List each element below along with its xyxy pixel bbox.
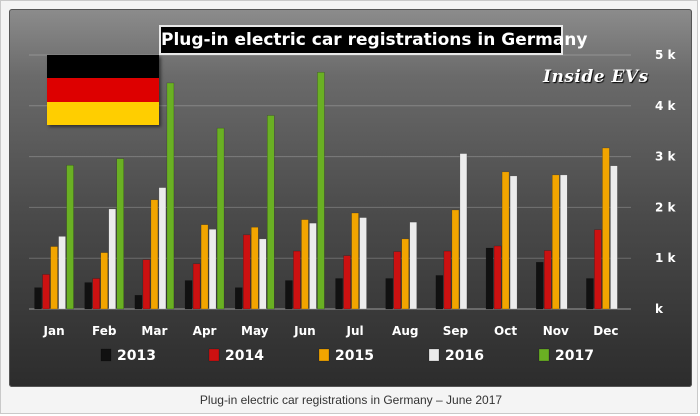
bar-2014-jun <box>293 250 301 310</box>
bar-2015-jan <box>50 246 58 310</box>
legend-swatch-2015 <box>318 348 330 362</box>
bar-2013-may <box>235 287 243 310</box>
y-tick-label: 2 k <box>655 200 677 214</box>
chart-plot: k 1 k 2 k 3 k 4 k 5 k Jan Feb Mar Apr May Jun Jul Aug… <box>29 48 677 364</box>
bar-2017-mar <box>166 82 175 310</box>
bar-2014-sep <box>443 250 452 310</box>
x-tick-label: Dec <box>593 324 618 338</box>
bar-2013-jun <box>285 280 293 310</box>
bar-2017-apr <box>216 127 225 310</box>
legend-label-2014: 2014 <box>225 348 264 364</box>
bar-2016-nov <box>560 174 568 310</box>
bar-2016-sep <box>459 153 468 310</box>
bar-2016-may <box>259 238 267 310</box>
bar-2016-jun <box>309 222 317 310</box>
legend-swatch-2017 <box>538 348 550 362</box>
bar-2015-nov <box>552 174 560 310</box>
bar-2016-jul <box>359 217 367 310</box>
bar-2014-dec <box>594 229 602 310</box>
bar-2016-mar <box>158 187 167 310</box>
bar-2017-feb <box>116 158 124 310</box>
bar-2014-oct <box>493 245 502 310</box>
bar-2016-apr <box>208 228 217 310</box>
bar-2015-apr <box>200 224 209 310</box>
figure-caption: Plug-in electric car registrations in Ge… <box>199 393 503 407</box>
bar-2013-dec <box>586 278 594 310</box>
flag-band-black <box>47 55 159 79</box>
x-tick-label: Jun <box>293 324 316 338</box>
bar-2014-jul <box>343 255 351 310</box>
bar-2013-mar <box>134 295 143 310</box>
bar-2013-jan <box>34 287 42 310</box>
x-tick-label: Nov <box>543 324 569 338</box>
bar-2013-feb <box>84 282 92 310</box>
bar-2013-jul <box>335 278 343 310</box>
bar-2017-jun <box>317 72 325 310</box>
inside-evs-watermark: Inside EVs <box>543 67 649 87</box>
bar-2015-oct <box>501 171 510 310</box>
legend-label-2016: 2016 <box>445 348 484 364</box>
bar-2016-feb <box>108 208 116 310</box>
x-tick-label: Oct <box>494 324 517 338</box>
chart-panel: k 1 k 2 k 3 k 4 k 5 k Jan Feb Mar Apr May Jun Jul Aug… <box>9 9 692 387</box>
bar-2014-mar <box>142 259 151 310</box>
bar-2015-sep <box>451 209 460 310</box>
bar-2015-jun <box>301 219 309 310</box>
x-tick-label: Jan <box>43 324 65 338</box>
bar-2013-aug <box>385 278 393 310</box>
y-tick-label: 5 k <box>655 48 677 62</box>
y-tick-label: k <box>655 302 664 316</box>
x-tick-label: Sep <box>443 324 469 338</box>
x-tick-label: Mar <box>141 324 167 338</box>
bar-2013-oct <box>485 247 494 310</box>
flag-band-red <box>47 78 159 102</box>
bar-2014-may <box>243 234 251 310</box>
bar-2014-jan <box>42 274 50 310</box>
x-tick-label: Feb <box>92 324 117 338</box>
legend-swatch-2013 <box>100 348 112 362</box>
x-tick-label: Aug <box>392 324 418 338</box>
legend-swatch-2014 <box>208 348 220 362</box>
x-tick-label: Jul <box>346 324 364 338</box>
flag-band-gold <box>47 101 159 125</box>
bar-2014-aug <box>393 251 401 310</box>
y-tick-label: 3 k <box>655 150 677 164</box>
bar-2015-jul <box>351 212 359 310</box>
bar-2015-mar <box>150 199 159 310</box>
bar-2016-aug <box>409 221 417 310</box>
bar-2016-dec <box>610 165 618 310</box>
bar-2013-sep <box>435 275 444 310</box>
legend-label-2017: 2017 <box>555 348 594 364</box>
bar-2013-nov <box>536 262 544 310</box>
bar-2013-apr <box>184 280 193 310</box>
bar-2016-oct <box>509 175 518 310</box>
legend-label-2013: 2013 <box>117 348 156 364</box>
bar-2015-dec <box>602 147 610 310</box>
bar-2017-may <box>267 115 275 310</box>
bar-2014-feb <box>92 278 100 310</box>
bar-2015-feb <box>100 252 108 310</box>
legend-label-2015: 2015 <box>335 348 374 364</box>
legend-swatch-2016 <box>428 348 440 362</box>
bar-2015-may <box>251 226 259 310</box>
bar-2014-nov <box>544 250 552 310</box>
german-flag-icon <box>47 55 159 125</box>
x-tick-label: Apr <box>193 324 217 338</box>
chart-title: Plug-in electric car registrations in Ge… <box>159 25 587 55</box>
bar-2015-aug <box>401 238 409 310</box>
y-tick-label: 4 k <box>655 99 677 113</box>
bar-2016-jan <box>58 236 66 310</box>
bar-2017-jan <box>66 164 74 310</box>
y-tick-label: 1 k <box>655 251 677 265</box>
bar-2014-apr <box>192 263 201 310</box>
x-tick-label: May <box>241 324 269 338</box>
